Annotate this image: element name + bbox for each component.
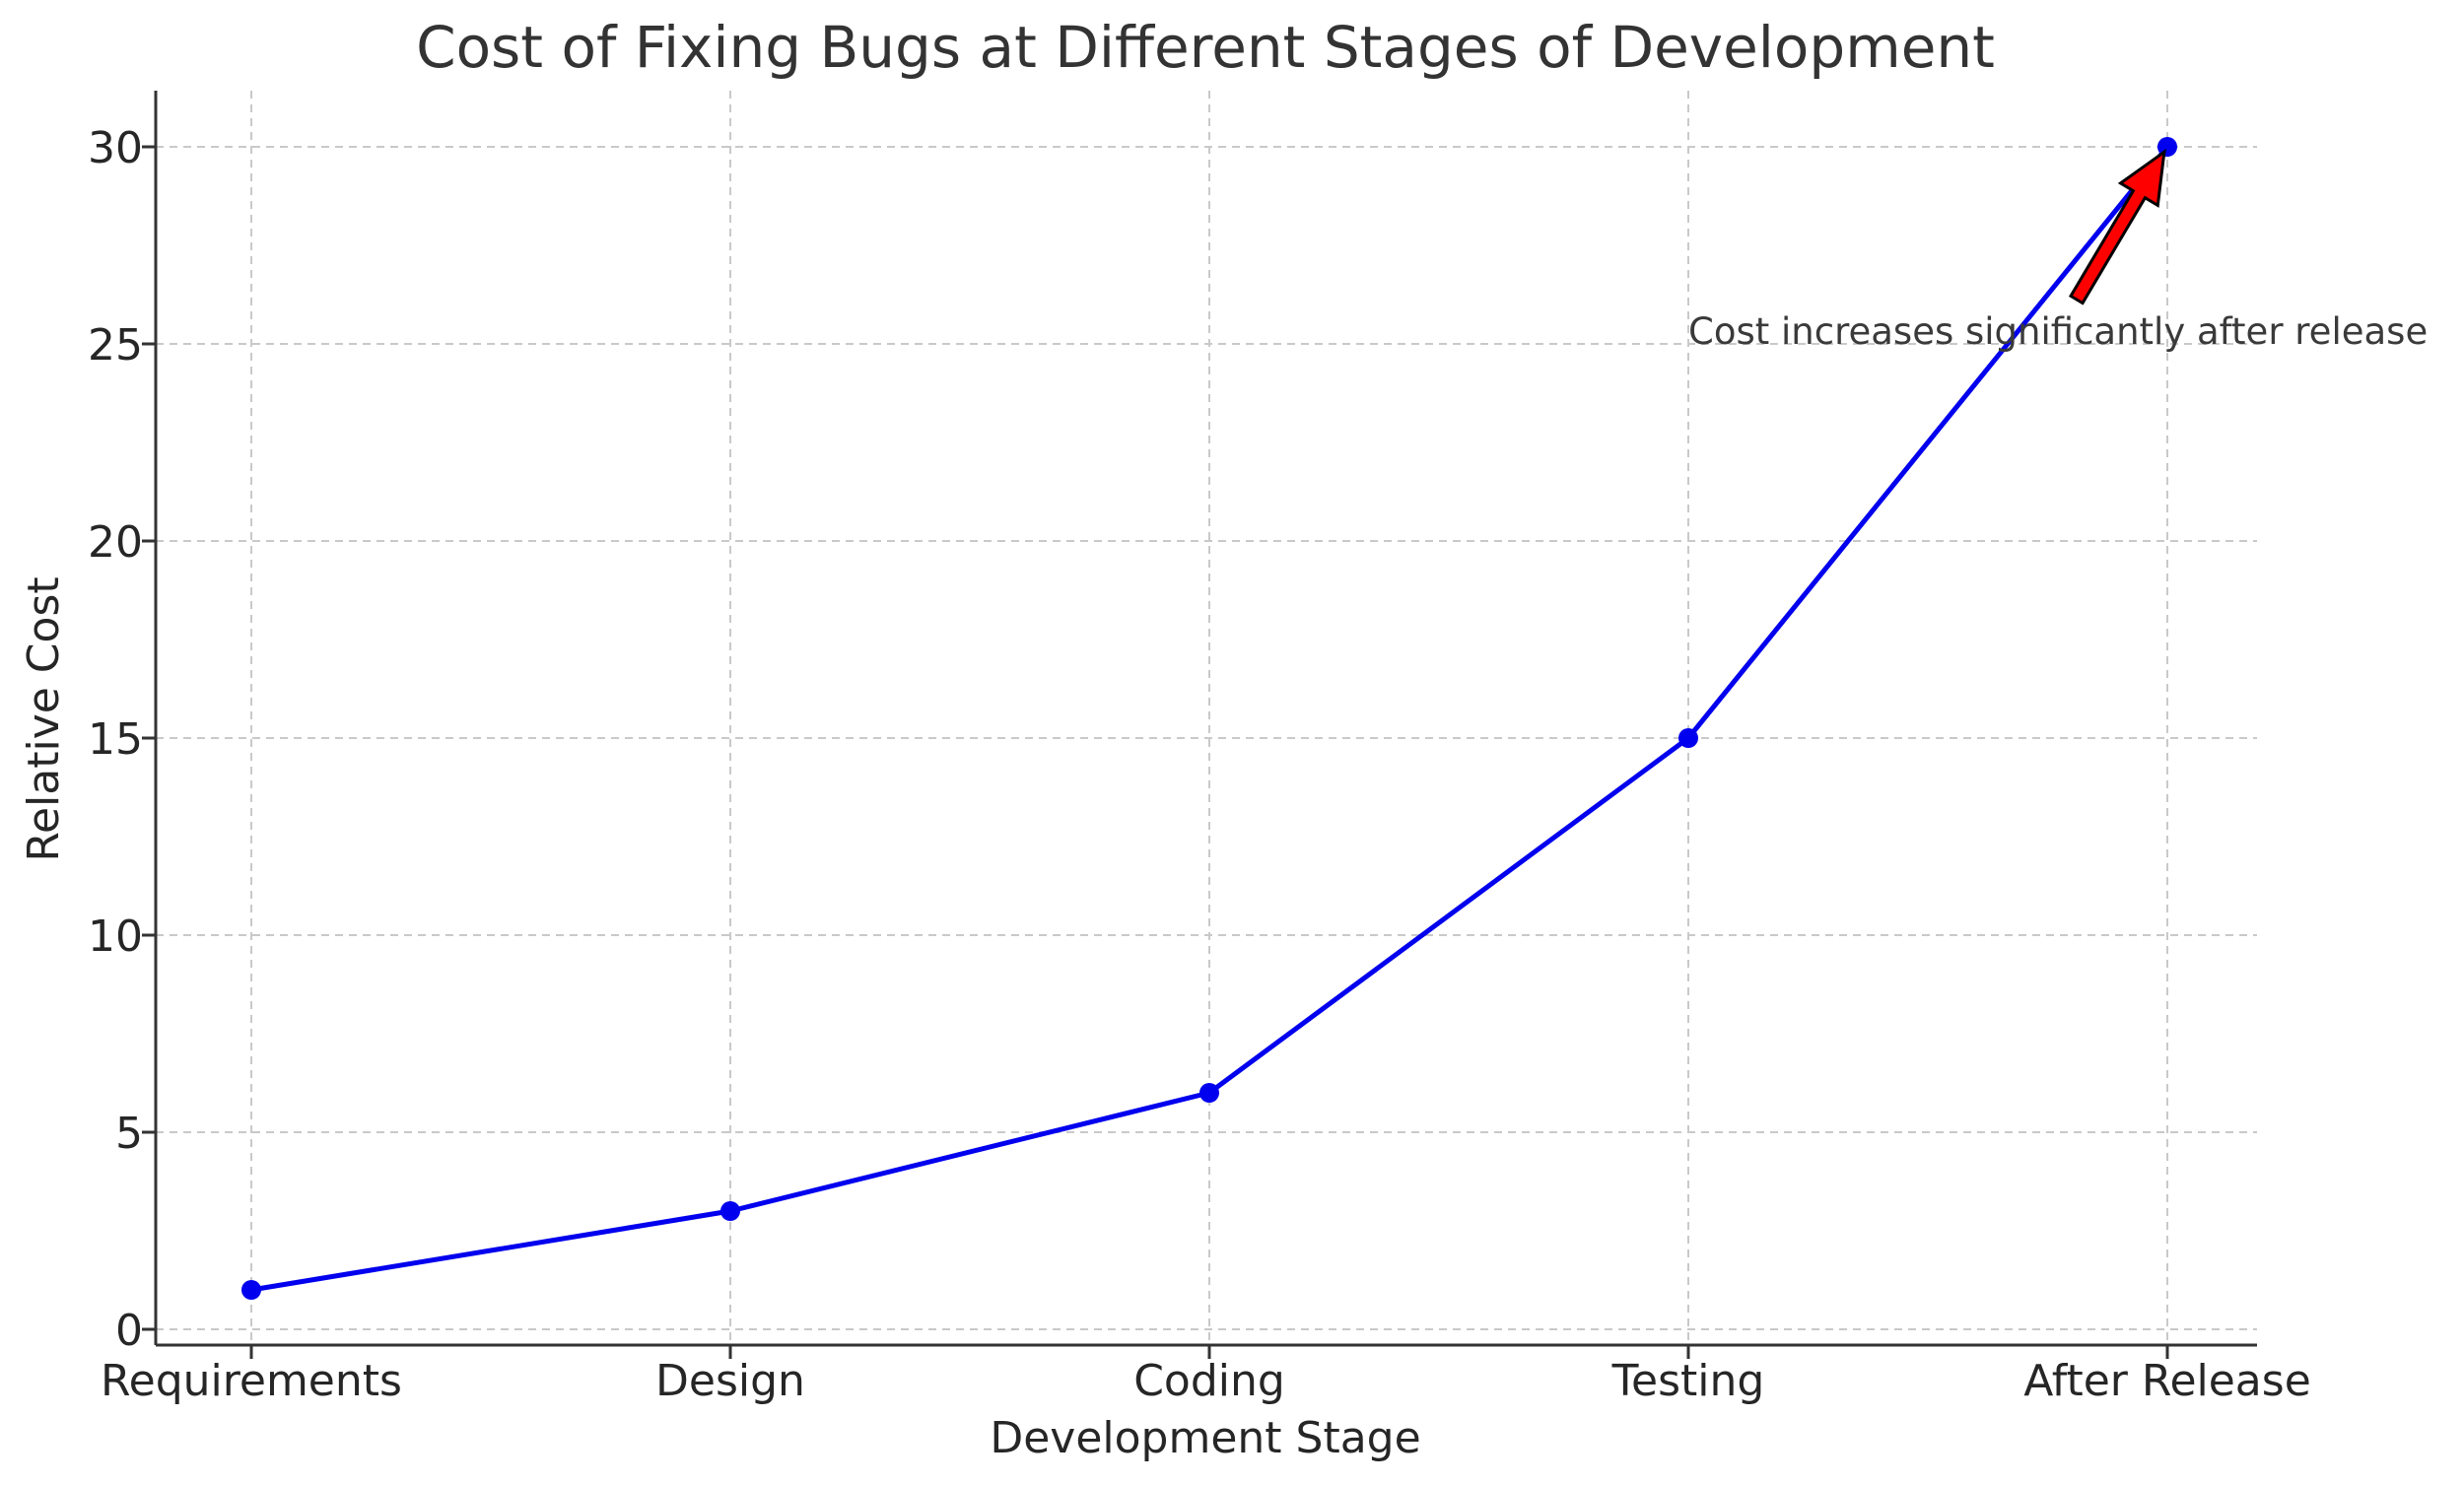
x-tick-label: After Release (2023, 1356, 2311, 1406)
y-axis-label: Relative Cost (19, 576, 69, 861)
y-tick-label: 15 (88, 714, 143, 765)
y-tick-label: 0 (115, 1306, 143, 1356)
data-point (720, 1201, 740, 1221)
y-tick-label: 20 (88, 517, 143, 568)
x-tick-label: Design (655, 1356, 805, 1406)
annotation-layer: Cost increases significantly after relea… (1688, 148, 2428, 353)
y-tick-label: 25 (88, 320, 143, 371)
x-tick-label: Requirements (101, 1356, 402, 1406)
grid-layer (156, 91, 2257, 1345)
data-point (1199, 1083, 1219, 1103)
series-layer (241, 137, 2177, 1300)
x-tick-label: Testing (1611, 1356, 1765, 1406)
annotation-text: Cost increases significantly after relea… (1688, 310, 2428, 353)
y-tick-label: 5 (115, 1109, 143, 1159)
y-tick-label: 30 (88, 123, 143, 173)
data-point (1678, 728, 1698, 748)
annotation-arrow (2068, 148, 2166, 305)
x-tick-label: Coding (1133, 1356, 1285, 1406)
data-point (241, 1280, 261, 1300)
y-tick-label: 10 (88, 911, 143, 962)
x-axis-label: Development Stage (990, 1413, 1420, 1463)
tick-layer: Requirements Design Coding Testing After Rel… (88, 123, 2311, 1406)
chart-title: Cost of Fixing Bugs at Different Stages … (416, 14, 1995, 81)
